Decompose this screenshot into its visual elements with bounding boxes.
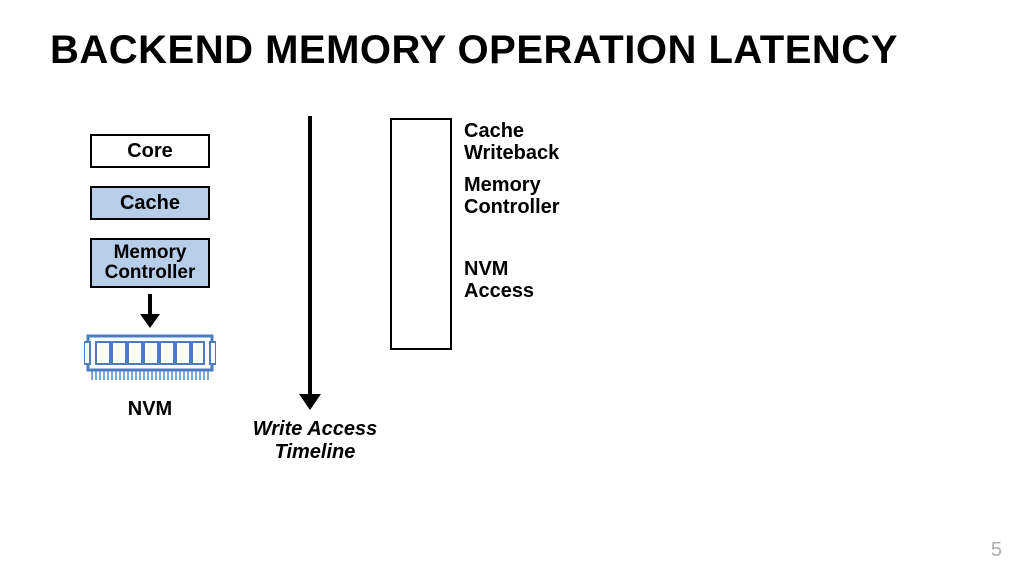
- cache-box: Cache: [90, 186, 210, 220]
- core-box: Core: [90, 134, 210, 168]
- mc-to-nvm-arrow-head: [140, 314, 160, 328]
- nvm-label: NVM: [90, 398, 210, 421]
- timeline-arrow-shaft: [308, 116, 312, 396]
- timeline-arrow-head: [299, 394, 321, 410]
- stage-label-nvm-access: NVMAccess: [464, 258, 534, 302]
- nvm-chip-icon: [84, 328, 216, 386]
- timeline-arrow-label: Write AccessTimeline: [240, 418, 390, 464]
- slide-title: BACKEND MEMORY OPERATION LATENCY: [50, 28, 898, 73]
- stage-box-cache-writeback: [390, 118, 452, 172]
- memory-controller-box: MemoryController: [90, 238, 210, 288]
- stage-label-memory-controller: MemoryController: [464, 174, 560, 218]
- stage-label-cache-writeback: CacheWriteback: [464, 120, 559, 164]
- stage-box-memory-controller: [390, 170, 452, 224]
- stage-box-nvm-access: [390, 222, 452, 350]
- mc-to-nvm-arrow-shaft: [148, 294, 152, 316]
- page-number: 5: [991, 539, 1002, 562]
